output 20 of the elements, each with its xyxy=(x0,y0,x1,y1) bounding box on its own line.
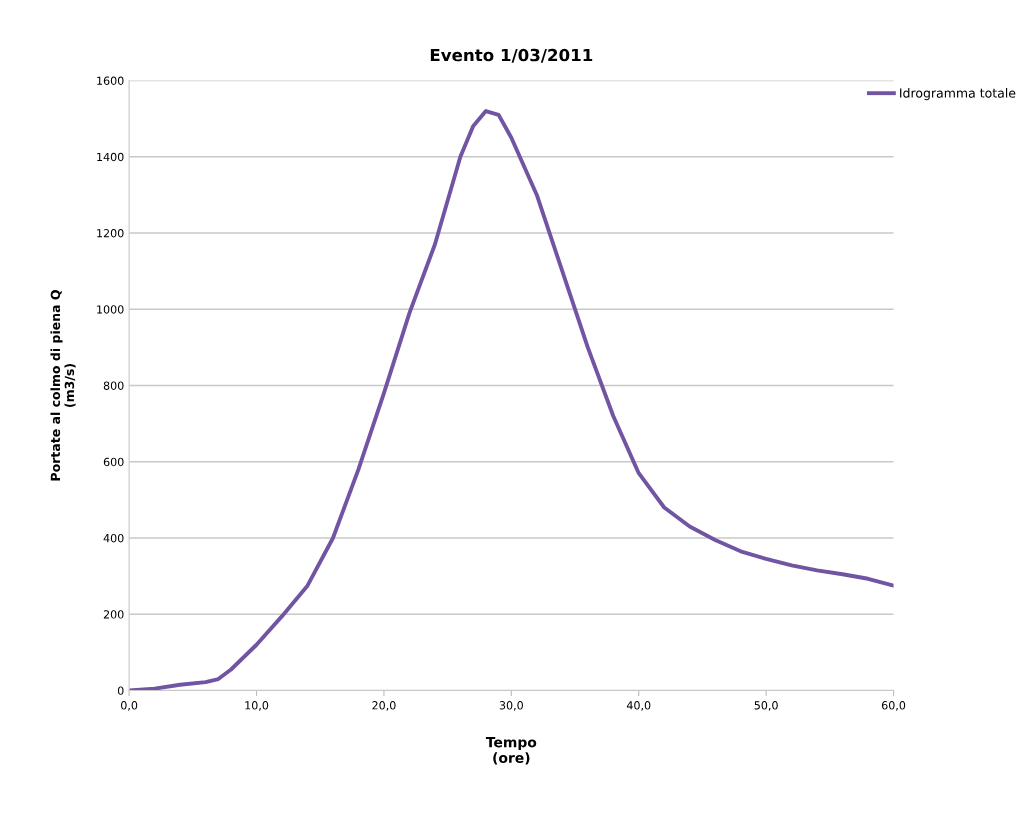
legend-label: Idrogramma totale xyxy=(900,88,1016,101)
y-axis-title: Portate al colmo di piena Q (m3/s) xyxy=(50,290,76,481)
y-tick-label: 1400 xyxy=(97,152,124,162)
x-tick-label: 40,0 xyxy=(626,701,651,711)
x-tick-label: 0,0 xyxy=(121,701,138,711)
y-tick-label: 400 xyxy=(103,533,124,543)
x-tick-label: 50,0 xyxy=(754,701,778,711)
y-tick-label: 600 xyxy=(103,457,124,467)
x-tick-label: 60,0 xyxy=(881,701,906,711)
x-tick-label: 20,0 xyxy=(372,701,396,711)
y-tick-label: 1600 xyxy=(97,76,124,85)
x-tick-label: 10,0 xyxy=(245,701,269,711)
x-tick-label: 30,0 xyxy=(499,701,523,711)
y-tick-label: 1000 xyxy=(97,305,124,314)
y-tick-label: 0 xyxy=(117,686,124,695)
y-tick-label: 1200 xyxy=(97,229,124,238)
chart-title: Evento 1/03/2011 xyxy=(430,48,593,63)
y-tick-label: 200 xyxy=(103,610,124,619)
y-tick-label: 800 xyxy=(103,381,124,390)
x-axis-title: Tempo (ore) xyxy=(485,737,537,765)
